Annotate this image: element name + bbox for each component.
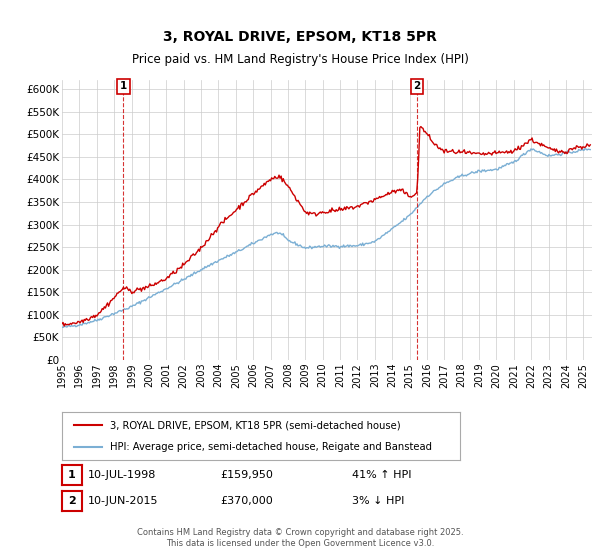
Text: 41% ↑ HPI: 41% ↑ HPI <box>352 470 412 480</box>
Text: Price paid vs. HM Land Registry's House Price Index (HPI): Price paid vs. HM Land Registry's House … <box>131 53 469 66</box>
Text: 3, ROYAL DRIVE, EPSOM, KT18 5PR: 3, ROYAL DRIVE, EPSOM, KT18 5PR <box>163 30 437 44</box>
Text: 10-JUN-2015: 10-JUN-2015 <box>88 496 158 506</box>
Text: 3, ROYAL DRIVE, EPSOM, KT18 5PR (semi-detached house): 3, ROYAL DRIVE, EPSOM, KT18 5PR (semi-de… <box>110 421 400 431</box>
Text: Contains HM Land Registry data © Crown copyright and database right 2025.
This d: Contains HM Land Registry data © Crown c… <box>137 528 463 548</box>
Text: £370,000: £370,000 <box>220 496 273 506</box>
Text: 3% ↓ HPI: 3% ↓ HPI <box>352 496 404 506</box>
Text: 10-JUL-1998: 10-JUL-1998 <box>88 470 157 480</box>
Text: HPI: Average price, semi-detached house, Reigate and Banstead: HPI: Average price, semi-detached house,… <box>110 441 432 451</box>
Text: £159,950: £159,950 <box>220 470 273 480</box>
Text: 2: 2 <box>68 496 76 506</box>
Text: 1: 1 <box>120 81 127 91</box>
Text: 1: 1 <box>68 470 76 480</box>
Text: 2: 2 <box>413 81 421 91</box>
